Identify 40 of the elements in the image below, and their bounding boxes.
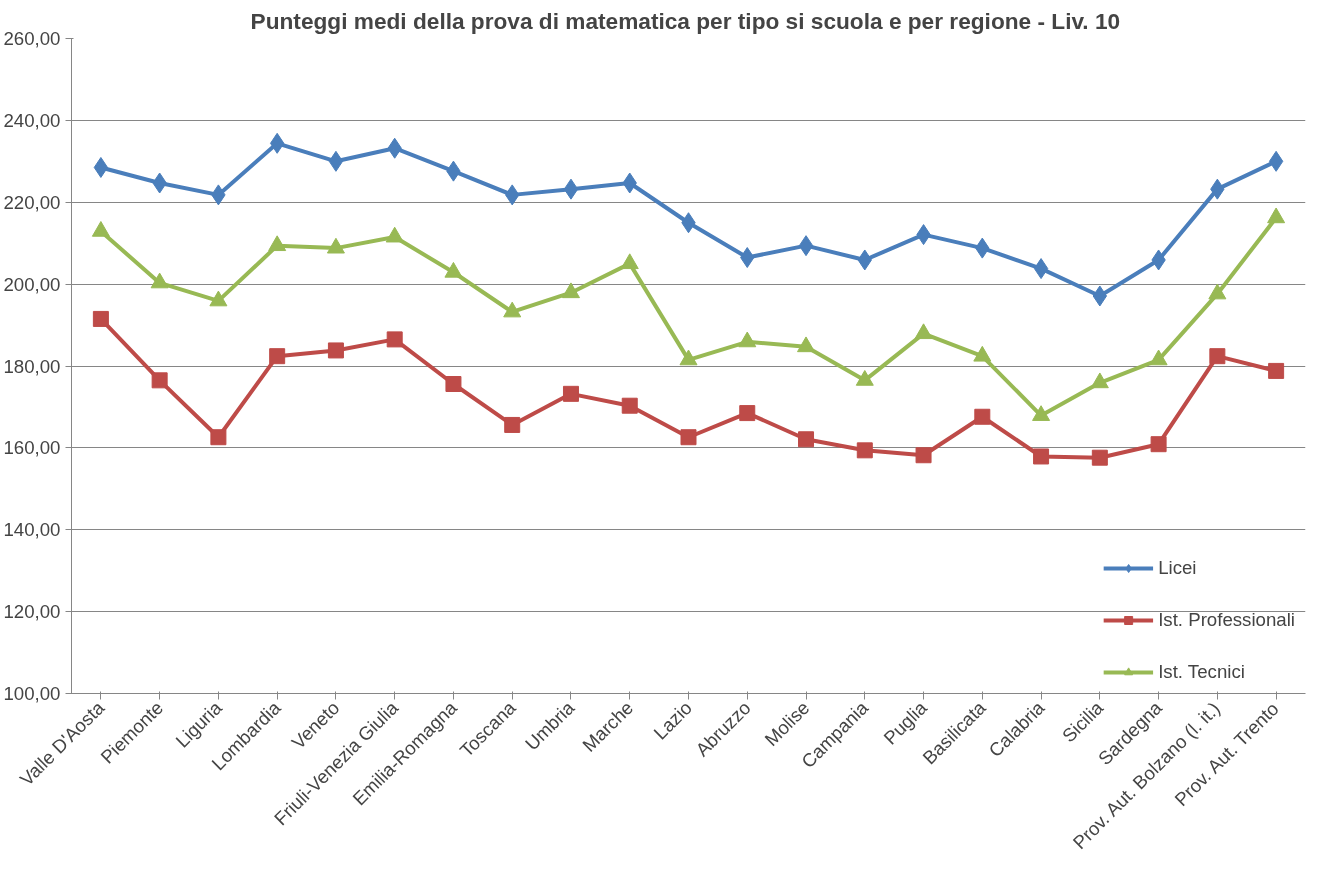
y-tick-label: 260,00 (3, 28, 61, 49)
point (798, 235, 814, 257)
point (621, 397, 638, 414)
point (739, 405, 756, 422)
point (210, 429, 227, 446)
y-tick-label: 180,00 (3, 355, 61, 377)
point (562, 385, 579, 402)
point (327, 342, 344, 359)
point (856, 442, 873, 459)
point (269, 348, 286, 365)
point (328, 150, 344, 172)
point (1209, 348, 1226, 365)
point (798, 431, 815, 448)
point (504, 416, 521, 433)
legend-label: Licei (1158, 557, 1197, 579)
point (1268, 150, 1284, 172)
point (974, 408, 991, 425)
point (1033, 258, 1049, 280)
point (563, 178, 579, 200)
legend-label: Ist. Professionali (1158, 609, 1295, 631)
y-tick-label: 120,00 (3, 601, 61, 623)
point (1033, 448, 1050, 465)
chart-title: Punteggi medi della prova di matematica per tipo si scuola e per regione - Liv. 10 (250, 7, 1121, 34)
point (680, 429, 697, 446)
point (1091, 449, 1108, 466)
y-tick-label: 200,00 (3, 273, 61, 295)
point (915, 447, 932, 464)
point (1268, 362, 1285, 379)
y-tick-label: 160,00 (3, 437, 61, 459)
y-tick-label: 240,00 (3, 109, 61, 131)
point (151, 372, 168, 389)
y-tick-label: 100,00 (3, 683, 61, 704)
y-tick-label: 140,00 (3, 519, 61, 541)
point (1150, 436, 1167, 453)
point (386, 331, 403, 348)
y-tick-label: 220,00 (3, 191, 61, 213)
point (93, 156, 109, 178)
point (445, 376, 462, 393)
point (92, 310, 109, 327)
legend-label: Ist. Tecnici (1158, 661, 1245, 683)
